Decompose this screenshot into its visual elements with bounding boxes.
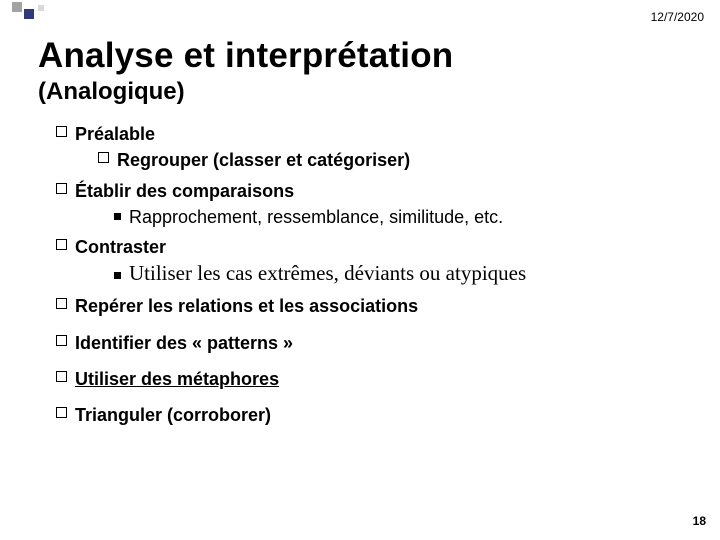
slide-subtitle: (Analogique) [38, 78, 185, 106]
checkbox-icon [56, 371, 67, 382]
item-metaphores: Utiliser des métaphores [56, 367, 680, 391]
deco-square-blue [24, 9, 34, 19]
deco-square-light [38, 5, 44, 11]
square-bullet-icon [114, 213, 121, 220]
checkbox-icon [56, 126, 67, 137]
text-regrouper: Regrouper (classer et catégoriser) [117, 148, 410, 172]
square-bullet-icon [114, 272, 121, 279]
slide: 12/7/2020 Analyse et interprétation (Ana… [0, 0, 720, 540]
text-regrouper-rest: (classer et catégoriser) [208, 150, 410, 170]
checkbox-icon [56, 407, 67, 418]
item-identifier: Identifier des « patterns » [56, 331, 680, 355]
item-prealable: Préalable [56, 122, 680, 146]
subitem-rapprochement: Rapprochement, ressemblance, similitude,… [114, 205, 680, 229]
text-reperer: Repérer les relations et les association… [75, 294, 418, 318]
text-regrouper-bold: Regrouper [117, 150, 208, 170]
checkbox-icon [56, 298, 67, 309]
text-prealable: Préalable [75, 122, 155, 146]
item-etablir: Établir des comparaisons [56, 179, 680, 203]
text-utiliser-cas: Utiliser les cas extrêmes, déviants ou a… [129, 261, 526, 286]
text-identifier: Identifier des « patterns » [75, 331, 293, 355]
item-reperer: Repérer les relations et les association… [56, 294, 680, 318]
text-contraster: Contraster [75, 235, 166, 259]
checkbox-icon [56, 183, 67, 194]
deco-square-gray [12, 2, 22, 12]
header-decoration [0, 0, 720, 22]
slide-body: Préalable Regrouper (classer et catégori… [56, 122, 680, 430]
slide-title: Analyse et interprétation [38, 36, 453, 76]
checkbox-icon [56, 335, 67, 346]
subitem-utiliser-cas: Utiliser les cas extrêmes, déviants ou a… [114, 261, 680, 286]
item-trianguler: Trianguler (corroborer) [56, 403, 680, 427]
date-text: 12/7/2020 [651, 10, 704, 24]
checkbox-icon [56, 239, 67, 250]
text-etablir: Établir des comparaisons [75, 179, 294, 203]
subitem-regrouper: Regrouper (classer et catégoriser) [98, 148, 680, 172]
text-metaphores: Utiliser des métaphores [75, 367, 279, 391]
item-contraster: Contraster [56, 235, 680, 259]
checkbox-icon [98, 152, 109, 163]
text-rapprochement: Rapprochement, ressemblance, similitude,… [129, 205, 503, 229]
page-number: 18 [693, 514, 706, 528]
text-trianguler: Trianguler (corroborer) [75, 403, 271, 427]
